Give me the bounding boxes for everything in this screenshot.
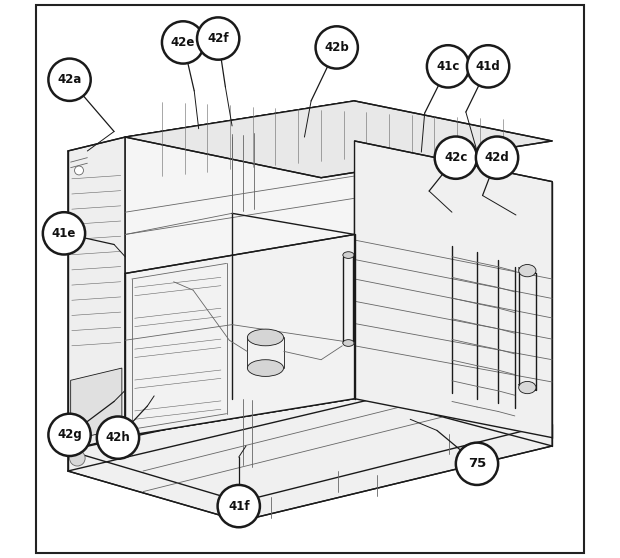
Polygon shape xyxy=(125,234,355,436)
Polygon shape xyxy=(125,101,355,436)
Circle shape xyxy=(467,45,509,88)
Ellipse shape xyxy=(519,264,536,277)
Polygon shape xyxy=(71,368,122,440)
Circle shape xyxy=(162,21,204,64)
Text: 41f: 41f xyxy=(228,499,250,513)
Circle shape xyxy=(316,26,358,69)
Ellipse shape xyxy=(343,252,354,258)
Circle shape xyxy=(476,137,518,179)
Ellipse shape xyxy=(519,382,536,393)
Text: 42h: 42h xyxy=(105,431,130,444)
Polygon shape xyxy=(125,101,552,177)
Ellipse shape xyxy=(343,340,354,347)
Text: 41c: 41c xyxy=(436,60,459,73)
Polygon shape xyxy=(68,137,125,450)
Text: 42b: 42b xyxy=(324,41,349,54)
Circle shape xyxy=(435,137,477,179)
Circle shape xyxy=(427,45,469,88)
Polygon shape xyxy=(355,141,552,437)
Circle shape xyxy=(43,212,85,254)
Text: 41d: 41d xyxy=(476,60,500,73)
Text: ReplacementParts.com: ReplacementParts.com xyxy=(221,294,399,309)
Circle shape xyxy=(69,450,85,466)
Circle shape xyxy=(218,485,260,527)
Circle shape xyxy=(48,413,91,456)
Ellipse shape xyxy=(247,360,283,377)
Circle shape xyxy=(48,59,91,101)
Text: 42a: 42a xyxy=(58,73,82,86)
Text: 42f: 42f xyxy=(207,32,229,45)
Text: 42e: 42e xyxy=(171,36,195,49)
Text: 75: 75 xyxy=(468,458,486,470)
Text: 41e: 41e xyxy=(52,227,76,240)
Circle shape xyxy=(74,166,84,175)
Text: 42g: 42g xyxy=(57,429,82,441)
Text: 42c: 42c xyxy=(444,151,467,164)
Ellipse shape xyxy=(247,329,283,346)
Circle shape xyxy=(97,416,139,459)
Text: 42d: 42d xyxy=(485,151,510,164)
Circle shape xyxy=(197,17,239,60)
Circle shape xyxy=(456,442,498,485)
Polygon shape xyxy=(68,385,552,521)
